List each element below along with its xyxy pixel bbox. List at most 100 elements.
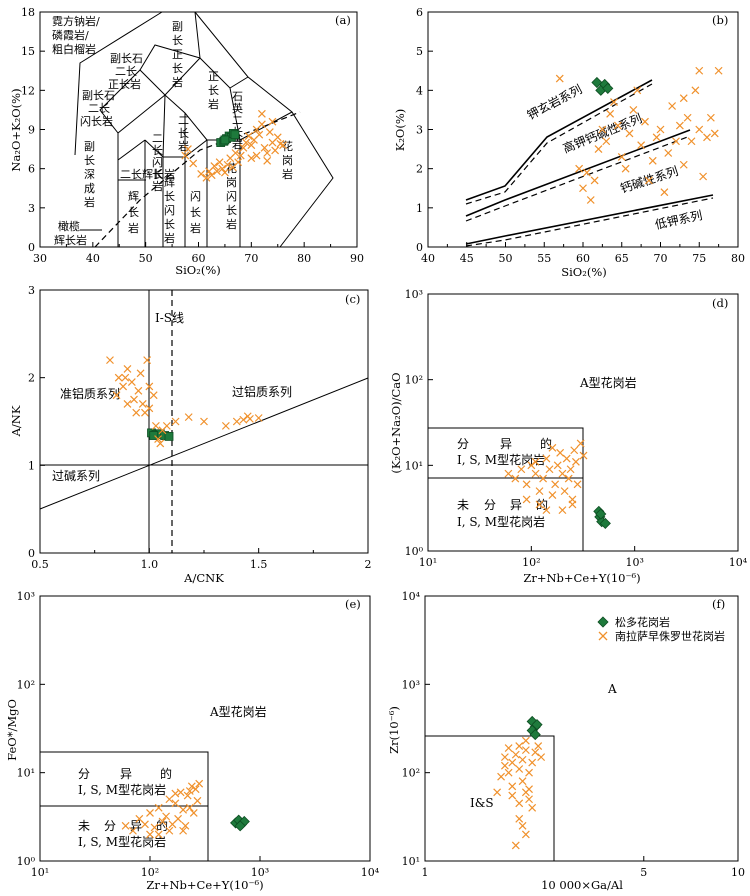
- point-nanlasa: [692, 87, 699, 94]
- x-tick-label: 70: [654, 252, 668, 265]
- point-nanlasa: [190, 809, 197, 816]
- point-nanlasa: [180, 806, 187, 813]
- y-tick-label: 2: [28, 372, 35, 385]
- point-nanlasa: [494, 789, 501, 796]
- field-label: 分: [104, 819, 116, 833]
- point-nanlasa: [150, 392, 157, 399]
- point-nanlasa: [526, 786, 533, 793]
- legend-marker-songduo: [598, 617, 608, 627]
- point-nanlasa: [591, 177, 598, 184]
- point-songduo: [165, 432, 173, 440]
- panel-d-xlabel: Zr+Nb+Ce+Y(10⁻⁶): [523, 571, 640, 585]
- point-nanlasa: [172, 790, 179, 797]
- field-label: 霓方钠岩/: [52, 14, 100, 28]
- point-nanlasa: [661, 189, 668, 196]
- panel-c-ylabel: A/NK: [9, 405, 23, 437]
- y-tick-label: 3: [416, 124, 423, 137]
- point-nanlasa: [538, 754, 545, 761]
- point-nanlasa: [258, 121, 265, 128]
- point-nanlasa: [549, 492, 556, 499]
- field-label: 未: [457, 498, 469, 512]
- field-label: I, S, M型花岗岩: [457, 514, 545, 529]
- point-nanlasa: [198, 170, 205, 177]
- field-label: 英: [232, 101, 243, 115]
- point-songduo: [231, 131, 239, 139]
- x-tick-label: 50: [139, 252, 153, 265]
- point-nanlasa: [120, 383, 127, 390]
- y-tick-label: 10¹: [402, 855, 420, 868]
- point-nanlasa: [124, 400, 131, 407]
- y-tick-label: 3: [28, 202, 35, 215]
- panel-b-ylabel: K₂O(%): [393, 109, 407, 152]
- point-nanlasa: [152, 422, 159, 429]
- point-nanlasa: [546, 466, 553, 473]
- field-label: 准铝质系列: [60, 386, 120, 401]
- field-label: 岩: [208, 97, 219, 111]
- field-label: 岩: [190, 221, 201, 235]
- y-tick-label: 10⁰: [405, 545, 424, 558]
- point-nanlasa: [522, 831, 529, 838]
- point-nanlasa: [680, 161, 687, 168]
- field-label: 长: [84, 154, 95, 167]
- point-nanlasa: [622, 165, 629, 172]
- legend-marker-nanlasa: [599, 632, 607, 640]
- field-label: 副: [172, 20, 183, 33]
- field-label: 二长: [115, 65, 137, 78]
- point-nanlasa: [696, 126, 703, 133]
- y-tick-label: 2: [416, 163, 423, 176]
- x-tick-label: 1: [422, 866, 429, 879]
- point-nanlasa: [680, 95, 687, 102]
- panel-f-xlabel: 10 000×Ga/Al: [541, 878, 623, 892]
- field-label: 岩: [178, 139, 189, 153]
- y-tick-label: 0: [28, 241, 35, 254]
- y-tick-label: 6: [28, 163, 35, 176]
- field-label: 辉: [128, 190, 139, 203]
- point-nanlasa: [274, 134, 281, 141]
- field-label: 长: [208, 84, 219, 97]
- field-label: 副: [84, 140, 95, 153]
- legend-label-nanlasa: 南拉萨早侏罗世花岗岩: [615, 629, 725, 643]
- point-nanlasa: [135, 387, 142, 394]
- point-nanlasa: [572, 458, 579, 465]
- field-label: 岩: [152, 179, 163, 193]
- legend-label-songduo: 松多花岗岩: [615, 615, 670, 629]
- x-tick-label: 10⁴: [729, 556, 748, 569]
- point-nanlasa: [561, 488, 568, 495]
- field-label: 二长: [88, 102, 110, 115]
- field-label: 正: [172, 48, 183, 61]
- x-tick-label: 2: [365, 558, 372, 571]
- point-nanlasa: [512, 751, 519, 758]
- point-nanlasa: [523, 481, 530, 488]
- field-label: I, S, M型花岗岩: [78, 782, 166, 797]
- point-nanlasa: [571, 447, 578, 454]
- y-tick-label: 10¹: [405, 459, 423, 472]
- field-label: 分: [78, 767, 90, 781]
- point-nanlasa: [139, 400, 146, 407]
- point-nanlasa: [255, 414, 262, 421]
- point-nanlasa: [595, 146, 602, 153]
- point-nanlasa: [216, 159, 223, 166]
- y-tick-label: 10⁰: [17, 855, 36, 868]
- y-tick-label: 1: [28, 459, 35, 472]
- x-tick-label: 10²: [522, 556, 540, 569]
- point-nanlasa: [264, 157, 271, 164]
- x-tick-label: 90: [350, 252, 364, 265]
- x-tick-label: 1.0: [141, 558, 159, 571]
- point-nanlasa: [519, 778, 526, 785]
- x-tick-label: 80: [297, 252, 311, 265]
- point-nanlasa: [233, 418, 240, 425]
- field-label: I, S, M型花岗岩: [78, 834, 166, 849]
- point-nanlasa: [498, 773, 505, 780]
- point-nanlasa: [186, 804, 193, 811]
- panel-b-xlabel: SiO₂(%): [561, 265, 607, 279]
- field-label: 闪: [226, 189, 237, 203]
- point-nanlasa: [567, 466, 574, 473]
- point-nanlasa: [649, 157, 656, 164]
- point-nanlasa: [540, 475, 547, 482]
- y-tick-label: 6: [416, 6, 423, 19]
- panel-f-legend: 松多花岗岩 南拉萨早侏罗世花岗岩: [598, 615, 725, 643]
- field-label: 岩: [84, 195, 95, 209]
- point-nanlasa: [163, 422, 170, 429]
- point-nanlasa: [185, 414, 192, 421]
- point-nanlasa: [245, 133, 252, 140]
